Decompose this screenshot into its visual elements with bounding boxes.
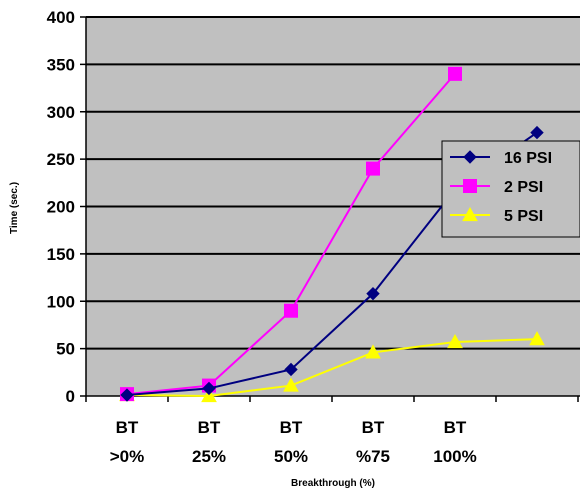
x-tick-label: BT [362,418,385,437]
y-axis-title: Time (sec.) [9,182,20,234]
x-tick-label: BT [444,418,467,437]
y-tick-label: 200 [47,198,75,217]
data-point-2-psi [284,303,298,318]
legend-marker-5-psi [462,206,478,222]
y-tick-label: 0 [66,387,75,406]
y-tick-label: 300 [47,103,75,122]
data-point-16-psi [366,286,380,301]
data-point-5-psi [365,344,381,359]
x-tick-label: %75 [356,447,390,466]
data-point-2-psi [366,161,380,176]
legend-marker-16-psi [463,150,477,164]
data-point-16-psi [202,381,216,396]
data-point-2-psi [448,66,462,81]
x-tick-label: BT [116,418,139,437]
x-tick-label: 50% [274,447,308,466]
legend-marker-2-psi [463,179,477,193]
series-group [119,66,545,403]
x-tick-label: BT [280,418,303,437]
y-tick-label: 250 [47,150,75,169]
y-tick-label: 400 [47,8,75,27]
series-line-5-psi [126,338,538,398]
y-tick-label: 150 [47,245,75,264]
legend-label-2-psi: 2 PSI [504,179,543,196]
x-tick-label: >0% [110,447,145,466]
legend-label-16-psi: 16 PSI [504,150,552,167]
x-tick-label: 25% [192,447,226,466]
y-tick-labels: 0 50 100 150 200 250 300 350 400 [47,8,75,406]
legend-label-5-psi: 5 PSI [504,208,543,225]
x-tick-label: 100% [433,447,476,466]
x-axis-title: Breakthrough (%) [291,478,375,489]
x-tick-label: BT [198,418,221,437]
data-point-5-psi [529,331,545,346]
data-point-16-psi [284,362,298,377]
y-tick-label: 100 [47,292,75,311]
x-tick-labels: BT >0% BT 25% BT 50% BT %75 BT 100% [110,418,477,466]
legend: 16 PSI 2 PSI 5 PSI [441,140,580,238]
data-point-5-psi [201,387,217,403]
y-tick-label: 50 [56,340,75,359]
data-point-16-psi [530,125,544,140]
y-tick-label: 350 [47,55,75,74]
data-point-5-psi [283,377,299,392]
data-point-16-psi [120,388,134,402]
data-point-5-psi [447,333,463,349]
